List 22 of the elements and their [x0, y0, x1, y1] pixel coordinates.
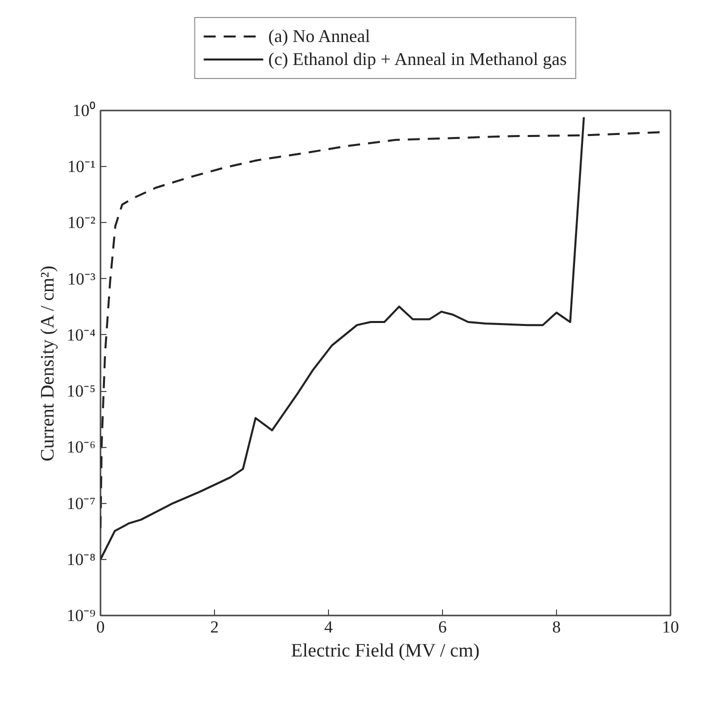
x-tick-label: 0 — [96, 618, 105, 636]
legend-label: (a) No Anneal — [268, 26, 370, 46]
x-tick-label: 10 — [662, 618, 679, 636]
x-tick-label: 6 — [438, 618, 447, 636]
x-tick-label: 2 — [210, 618, 219, 636]
y-tick-label: 10⁻⁸ — [66, 550, 96, 569]
line-series — [100, 131, 661, 530]
y-tick-label: 10⁻⁹ — [66, 606, 96, 625]
y-tick-label: 10⁻¹ — [67, 157, 96, 176]
y-axis-title: Current Density (A / cm²) — [38, 266, 59, 462]
y-tick-label: 10⁻⁴ — [66, 325, 96, 344]
y-tick-label: 10⁻³ — [67, 269, 96, 288]
line-series — [100, 116, 585, 560]
y-tick-label: 10⁻² — [67, 213, 96, 232]
y-tick-label: 10⁰ — [72, 101, 96, 120]
x-tick-label: 4 — [324, 618, 334, 636]
legend-label: (c) Ethanol dip + Anneal in Methanol gas — [268, 48, 567, 70]
y-tick-label: 10⁻⁷ — [66, 494, 96, 513]
y-tick-label: 10⁻⁶ — [66, 438, 96, 457]
x-axis-title: Electric Field (MV / cm) — [291, 640, 480, 662]
y-tick-label: 10⁻⁵ — [66, 382, 96, 401]
x-tick-label: 8 — [552, 618, 561, 636]
